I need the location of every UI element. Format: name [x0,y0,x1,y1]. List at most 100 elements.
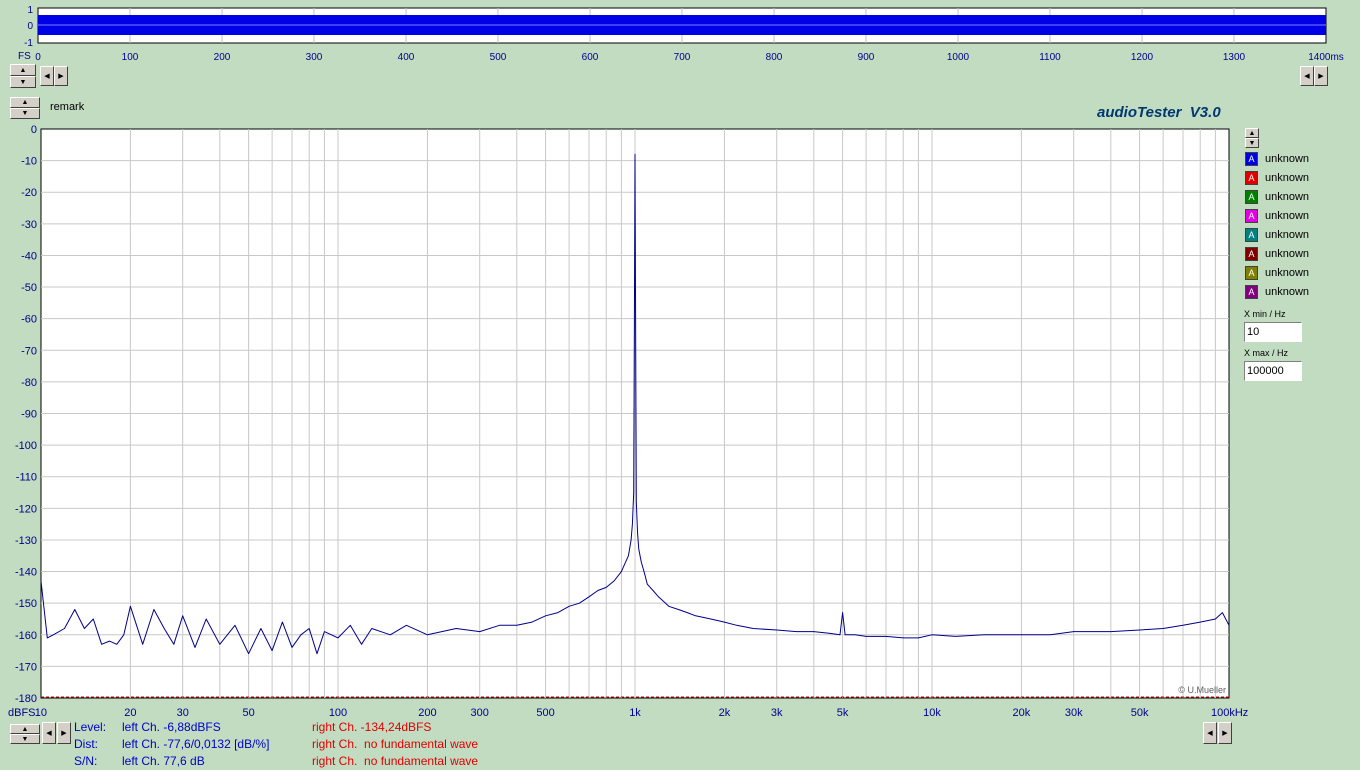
x-min-input[interactable] [1244,322,1302,342]
overview-end-right-button[interactable]: ▶ [1314,66,1328,86]
overview-y-ticks: 1 0 -1 [24,5,33,49]
overview-fs-label: FS [18,51,31,62]
overview-scale-up-button[interactable]: ▲ [10,64,36,76]
legend-color-swatch[interactable]: A [1245,152,1258,166]
x-pan-left-button[interactable]: ◀ [1203,722,1217,744]
status-scroll-left-button[interactable]: ◀ [42,722,56,744]
legend-label: unknown [1265,286,1310,298]
x-min-label: X min / Hz [1244,309,1286,319]
legend-label: unknown [1265,191,1310,203]
legend-color-swatch[interactable]: A [1245,266,1258,280]
y-tick-label: -60 [21,314,37,326]
y-tick-label: -40 [21,250,37,262]
y-tick-label: -80 [21,377,37,389]
y-tick-label: -50 [21,282,37,294]
overview-x-tick-label: 900 [858,52,875,63]
y-tick-label: -70 [21,345,37,357]
overview-x-tick-label: 800 [766,52,783,63]
copyright-label: © U.Mueller [1178,685,1226,695]
remark-up-button[interactable]: ▲ [10,97,40,108]
overview-x-tick-label: 700 [674,52,691,63]
legend-label: unknown [1265,172,1310,184]
overview-x-tick-label: 1000 [947,52,970,63]
triangle-left-icon: ◀ [46,729,52,737]
app-title: audioTester V3.0 [1097,104,1221,121]
sn-right-value: right Ch. no fundamental wave [312,754,479,768]
x-tick-label: 30k [1065,707,1083,719]
dist-label: Dist: [74,737,98,751]
x-tick-label: 100 [329,707,347,719]
legend-label: unknown [1265,210,1310,222]
legend-color-swatch[interactable]: A [1245,228,1258,242]
y-tick-label: -160 [15,630,37,642]
level-label: Level: [74,720,107,734]
x-tick-label: 1k [629,707,641,719]
legend-up-button[interactable]: ▲ [1245,128,1259,138]
legend-color-swatch[interactable]: A [1245,247,1258,261]
spectrum-series-line [40,153,1230,655]
status-up-button[interactable]: ▲ [10,724,40,734]
x-tick-label: 20 [124,707,136,719]
y-tick-label: -180 [15,693,37,705]
y-tick-label: -100 [15,440,37,452]
legend-label: unknown [1265,153,1310,165]
triangle-down-icon: ▼ [1248,139,1256,147]
x-tick-label: 30 [177,707,189,719]
overview-scroll-left-button[interactable]: ◀ [40,66,54,86]
legend-color-swatch[interactable]: A [1245,190,1258,204]
legend-color-swatch[interactable]: A [1245,209,1258,223]
x-tick-label: 2k [719,707,731,719]
triangle-up-icon: ▲ [19,66,27,74]
status-scroll-right-button[interactable]: ▶ [57,722,71,744]
spectrum-x-ticks: 10 20 30 50 100 200 300 500 1k 2k 3k 5k 10k 20k 30k 50k… [35,707,1249,719]
triangle-up-icon: ▲ [21,725,29,733]
overview-x-tick-label: 400 [398,52,415,63]
overview-scale-down-button[interactable]: ▼ [10,76,36,88]
triangle-left-icon: ◀ [1207,729,1213,737]
overview-x-tick-label: 1400ms [1308,52,1344,63]
overview-x-ticks: 0 100 200 300 400 500 600 700 800 900 1000 1100 1200… [35,52,1344,63]
dist-left-value: left Ch. -77,6/0,0132 [dB/%] [122,737,270,751]
overview-x-tick-label: 1200 [1131,52,1154,63]
overview-y-tick-label: 0 [27,21,33,32]
remark-down-button[interactable]: ▼ [10,108,40,119]
overview-x-tick-label: 300 [306,52,323,63]
triangle-up-icon: ▲ [21,99,29,106]
triangle-right-icon: ▶ [58,72,64,80]
overview-scroll-right-button[interactable]: ▶ [54,66,68,86]
x-tick-label: 300 [471,707,489,719]
triangle-left-icon: ◀ [44,72,50,80]
overview-end-left-button[interactable]: ◀ [1300,66,1314,86]
y-tick-label: -120 [15,503,37,515]
x-max-input[interactable] [1244,361,1302,381]
level-left-value: left Ch. -6,88dBFS [122,720,221,734]
spectrum-series [40,153,1230,655]
triangle-down-icon: ▼ [19,78,27,86]
y-unit-label: dBFS [8,707,36,719]
dist-right-value: right Ch. no fundamental wave [312,737,479,751]
legend-color-swatch[interactable]: A [1245,171,1258,185]
legend-down-button[interactable]: ▼ [1245,138,1259,148]
x-tick-label: 500 [536,707,554,719]
overview-x-tick-label: 600 [582,52,599,63]
legend-color-swatch[interactable]: A [1245,285,1258,299]
x-pan-right-button[interactable]: ▶ [1218,722,1232,744]
x-tick-label: 100kHz [1211,707,1248,719]
x-tick-label: 50k [1131,707,1149,719]
overview-chart: 10-1 0 100 200 300 400 500 600 700 800 900 1000 110… [24,5,1344,63]
x-tick-label: 10 [35,707,47,719]
spectrum-y-ticks: 0 -10 -20 -30 -40 -50 -60 -70 -80 -90 -100 -110 -120… [15,124,37,705]
status-down-button[interactable]: ▼ [10,734,40,744]
sn-label: S/N: [74,754,98,768]
y-tick-label: -140 [15,567,37,579]
y-tick-label: -10 [21,156,37,168]
triangle-left-icon: ◀ [1304,72,1310,80]
